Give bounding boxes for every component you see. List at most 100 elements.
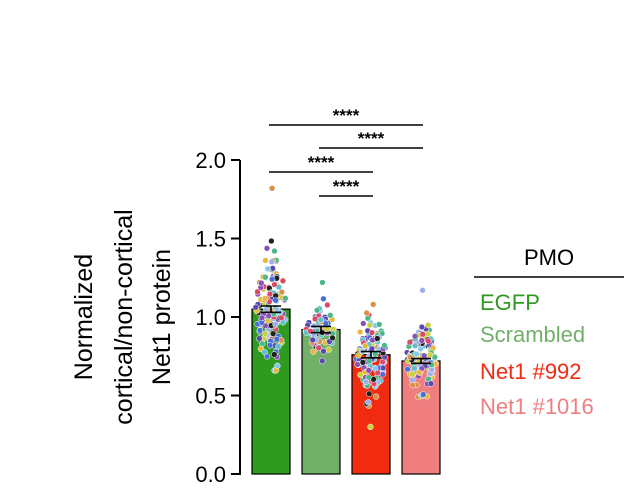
data-point xyxy=(269,330,277,337)
data-point xyxy=(275,343,282,350)
y-axis: 0.0 0.5 1.0 1.5 2.0 xyxy=(195,148,241,487)
significance-label: **** xyxy=(333,177,360,196)
data-point xyxy=(357,371,364,379)
data-point xyxy=(370,301,377,308)
data-point xyxy=(274,362,281,369)
data-point xyxy=(262,330,269,337)
data-point xyxy=(420,391,427,398)
data-point xyxy=(406,339,414,346)
data-point xyxy=(256,327,264,334)
data-point xyxy=(411,333,419,340)
data-point xyxy=(425,321,432,329)
data-point xyxy=(271,281,278,288)
data-point xyxy=(310,348,317,355)
significance-label: **** xyxy=(333,106,360,125)
data-point xyxy=(266,342,274,349)
bar-scrambled xyxy=(301,328,341,475)
data-points xyxy=(252,185,439,431)
data-point xyxy=(426,351,434,358)
data-point xyxy=(419,287,426,294)
data-point xyxy=(372,393,380,400)
data-point xyxy=(271,247,278,255)
data-point xyxy=(273,336,281,343)
data-point xyxy=(268,276,276,283)
data-point xyxy=(425,337,432,345)
data-point xyxy=(379,364,387,372)
data-point xyxy=(315,344,322,351)
y-tick-label: 1.5 xyxy=(195,227,226,252)
data-point xyxy=(366,321,373,329)
data-point xyxy=(279,277,287,284)
data-point xyxy=(366,390,373,397)
data-point xyxy=(354,361,361,368)
data-point xyxy=(262,274,269,281)
y-axis-title-line: Normalized xyxy=(70,254,98,380)
legend-item: Net1 #992 xyxy=(480,359,582,384)
legend: PMO EGFP Scrambled Net1 #992 Net1 #1016 xyxy=(474,245,624,419)
data-point xyxy=(427,380,435,387)
data-point xyxy=(411,342,419,349)
legend-item: Scrambled xyxy=(480,322,585,347)
data-point xyxy=(365,367,372,374)
data-point xyxy=(419,331,426,338)
data-point xyxy=(374,335,381,342)
data-point xyxy=(362,342,369,349)
data-point xyxy=(376,321,383,328)
significance-label: **** xyxy=(308,153,335,172)
data-point xyxy=(417,345,424,353)
data-point xyxy=(362,378,370,385)
data-point xyxy=(324,301,331,309)
data-point xyxy=(319,279,326,286)
legend-title: PMO xyxy=(524,245,574,270)
data-point xyxy=(317,316,324,323)
data-point xyxy=(282,295,289,302)
data-point xyxy=(381,342,388,349)
data-point xyxy=(320,348,327,355)
data-point xyxy=(252,304,259,311)
data-point xyxy=(416,369,423,376)
data-point xyxy=(418,323,426,331)
data-point xyxy=(363,309,370,317)
data-point xyxy=(254,288,261,295)
data-point xyxy=(367,423,374,431)
data-point xyxy=(320,295,327,302)
data-point xyxy=(366,358,373,365)
data-point xyxy=(374,369,381,377)
y-tick-label: 0.0 xyxy=(195,462,226,487)
data-point xyxy=(409,371,416,378)
data-point xyxy=(256,335,263,342)
data-point xyxy=(278,288,285,296)
legend-item: EGFP xyxy=(480,290,540,315)
data-point xyxy=(356,328,364,336)
data-point xyxy=(268,258,275,265)
y-tick-label: 0.5 xyxy=(195,384,226,409)
data-point xyxy=(271,351,278,358)
y-tick-label: 2.0 xyxy=(195,148,226,173)
data-point xyxy=(411,365,418,372)
data-point xyxy=(262,295,269,302)
error-bars xyxy=(261,305,431,365)
data-point xyxy=(261,348,268,355)
y-axis-title-line: cortical/non-cortical xyxy=(110,209,138,424)
significance-label: **** xyxy=(358,129,385,148)
data-point xyxy=(278,314,285,322)
data-point xyxy=(413,350,420,358)
data-point xyxy=(368,329,376,336)
data-point xyxy=(264,265,271,273)
data-point xyxy=(263,245,271,252)
y-tick-label: 1.0 xyxy=(195,305,226,330)
legend-item: Net1 #1016 xyxy=(480,394,594,419)
data-point xyxy=(262,257,269,264)
significance-brackets: **** **** **** **** xyxy=(269,106,423,197)
data-point xyxy=(319,357,326,365)
data-point xyxy=(311,315,319,323)
data-point xyxy=(272,321,279,328)
data-point xyxy=(268,237,275,245)
y-axis-title-line: Net1 protein xyxy=(148,249,176,385)
data-point xyxy=(421,352,428,359)
data-point xyxy=(404,365,411,373)
data-point xyxy=(322,320,329,327)
data-point xyxy=(313,307,321,314)
data-point xyxy=(360,320,367,327)
